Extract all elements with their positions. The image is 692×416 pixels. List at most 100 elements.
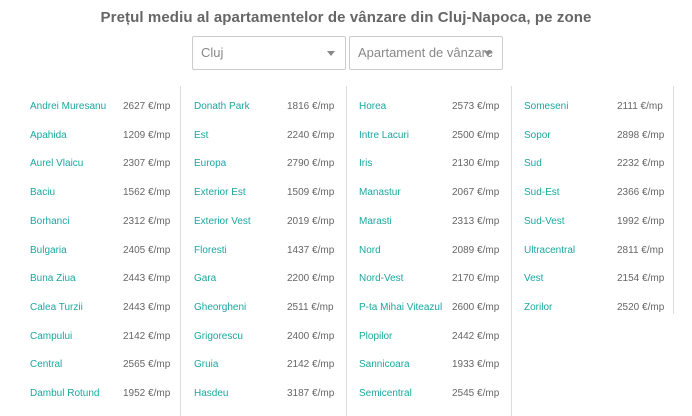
zone-link[interactable]: Sud-Vest (524, 215, 565, 227)
city-select[interactable]: Cluj (192, 36, 346, 70)
zone-link[interactable]: Campului (30, 330, 73, 342)
zone-link[interactable]: Ultracentral (524, 244, 576, 256)
column-divider (511, 86, 512, 416)
zone-link[interactable]: Intre Lacuri (359, 129, 410, 141)
zone-link[interactable]: Est (194, 129, 209, 141)
zone-price: 2405 €/mp (123, 244, 171, 256)
zone-price: 2312 €/mp (123, 215, 171, 227)
zone-price: 1992 €/mp (617, 215, 665, 227)
zone-column: Andrei Muresanu 2627 €/mp Apahida 1209 €/mp… (30, 86, 181, 416)
zone-price: 2500 €/mp (452, 129, 500, 141)
zone-price: 2200 €/mp (287, 273, 335, 285)
zone-price: 2573 €/mp (452, 101, 500, 112)
zone-link[interactable]: Hasdeu (194, 388, 229, 399)
zone-link[interactable]: Exterior Est (194, 187, 246, 199)
zone-price: 2307 €/mp (123, 158, 171, 170)
list-item: Est 2240 €/mp (194, 126, 346, 146)
zone-price: 2400 €/mp (287, 330, 335, 342)
list-item: Donath Park 1816 €/mp (194, 97, 346, 117)
city-select-value: Cluj (201, 45, 224, 60)
list-item: Semicentral 2545 €/mp (359, 384, 511, 404)
list-item: Campului 2142 €/mp (30, 327, 180, 347)
list-item: P-ta Mihai Viteazul 2600 €/mp (359, 298, 511, 318)
zone-link[interactable]: Gara (194, 273, 217, 285)
zone-link[interactable]: Aurel Vlaicu (30, 158, 84, 170)
zone-link[interactable]: Europa (194, 158, 227, 170)
zone-link[interactable]: Nord-Vest (359, 273, 404, 285)
list-item: Iris 2130 €/mp (359, 154, 511, 174)
zone-price: 2565 €/mp (123, 359, 171, 371)
column-divider (346, 86, 347, 416)
list-item: Intre Lacuri 2500 €/mp (359, 126, 511, 146)
list-item: Exterior Est 1509 €/mp (194, 183, 346, 203)
zone-link[interactable]: Marasti (359, 215, 392, 227)
zone-column: Someseni 2111 €/mp Sopor 2898 €/mp Sud 2232 €… (524, 86, 674, 416)
zone-link[interactable]: Buna Ziua (30, 273, 76, 285)
zone-price: 1816 €/mp (287, 101, 335, 112)
list-item: Europa 2790 €/mp (194, 154, 346, 174)
list-item: Gruia 2142 €/mp (194, 355, 346, 375)
zone-price: 2442 €/mp (452, 330, 500, 342)
zone-price: 2545 €/mp (452, 388, 500, 399)
list-item: Baciu 1562 €/mp (30, 183, 180, 203)
list-item: Plopilor 2442 €/mp (359, 327, 511, 347)
zone-link[interactable]: Iris (359, 158, 373, 170)
zone-link[interactable]: Donath Park (194, 101, 250, 112)
property-type-select-value: Apartament de vânzare (358, 45, 494, 60)
list-item: Sud-Vest 1992 €/mp (524, 212, 664, 232)
zone-link[interactable]: Manastur (359, 187, 401, 199)
zone-link[interactable]: Dambul Rotund (30, 388, 100, 399)
zone-link[interactable]: Sud (524, 158, 542, 170)
zone-price: 2067 €/mp (452, 187, 500, 199)
zone-link[interactable]: Floresti (194, 244, 227, 256)
zone-link[interactable]: Plopilor (359, 330, 393, 342)
list-item: Calea Turzii 2443 €/mp (30, 298, 180, 318)
zone-link[interactable]: Sannicoara (359, 359, 410, 371)
list-item: Gheorgheni 2511 €/mp (194, 298, 346, 318)
zone-price: 2240 €/mp (287, 129, 335, 141)
zone-link[interactable]: Horea (359, 101, 387, 112)
list-item: Manastur 2067 €/mp (359, 183, 511, 203)
zone-price: 2142 €/mp (123, 330, 171, 342)
zone-link[interactable]: Andrei Muresanu (30, 101, 107, 112)
zone-link[interactable]: P-ta Mihai Viteazul (359, 301, 443, 313)
zone-price: 2130 €/mp (452, 158, 500, 170)
zone-link[interactable]: Apahida (30, 129, 67, 141)
zone-link[interactable]: Calea Turzii (30, 301, 83, 313)
zone-link[interactable]: Vest (524, 273, 544, 285)
zone-link[interactable]: Zorilor (524, 301, 553, 313)
zone-price: 1437 €/mp (287, 244, 335, 256)
zone-price: 2511 €/mp (287, 301, 334, 313)
zone-price: 1209 €/mp (123, 129, 171, 141)
zone-price: 2520 €/mp (617, 301, 665, 313)
zone-link[interactable]: Exterior Vest (194, 215, 251, 227)
list-item: Andrei Muresanu 2627 €/mp (30, 97, 180, 117)
list-item: Horea 2573 €/mp (359, 97, 511, 117)
zone-price: 2366 €/mp (617, 187, 665, 199)
property-type-select[interactable]: Apartament de vânzare (349, 36, 503, 70)
list-item: Grigorescu 2400 €/mp (194, 327, 346, 347)
zone-price: 2443 €/mp (123, 273, 171, 285)
list-item: Someseni 2111 €/mp (524, 97, 664, 117)
zone-link[interactable]: Sud-Est (524, 187, 560, 199)
zone-link[interactable]: Gruia (194, 359, 219, 371)
zone-link[interactable]: Gheorgheni (194, 301, 247, 313)
zone-price: 2019 €/mp (287, 215, 335, 227)
zone-link[interactable]: Nord (359, 244, 381, 256)
zone-column: Donath Park 1816 €/mp Est 2240 €/mp Europa 27… (194, 86, 347, 416)
zone-link[interactable]: Borhanci (30, 215, 70, 227)
zone-price: 1933 €/mp (452, 359, 500, 371)
chevron-down-icon (484, 51, 492, 56)
zone-link[interactable]: Baciu (30, 187, 56, 199)
zone-link[interactable]: Grigorescu (194, 330, 243, 342)
list-item: Bulgaria 2405 €/mp (30, 241, 180, 261)
list-item: Hasdeu 3187 €/mp (194, 384, 346, 404)
zone-price: 2111 €/mp (617, 101, 663, 112)
zone-link[interactable]: Central (30, 359, 63, 371)
zone-link[interactable]: Bulgaria (30, 244, 67, 256)
list-item: Aurel Vlaicu 2307 €/mp (30, 154, 180, 174)
zone-link[interactable]: Someseni (524, 101, 569, 112)
list-item: Vest 2154 €/mp (524, 269, 664, 289)
zone-link[interactable]: Sopor (524, 129, 551, 141)
zone-link[interactable]: Semicentral (359, 388, 412, 399)
